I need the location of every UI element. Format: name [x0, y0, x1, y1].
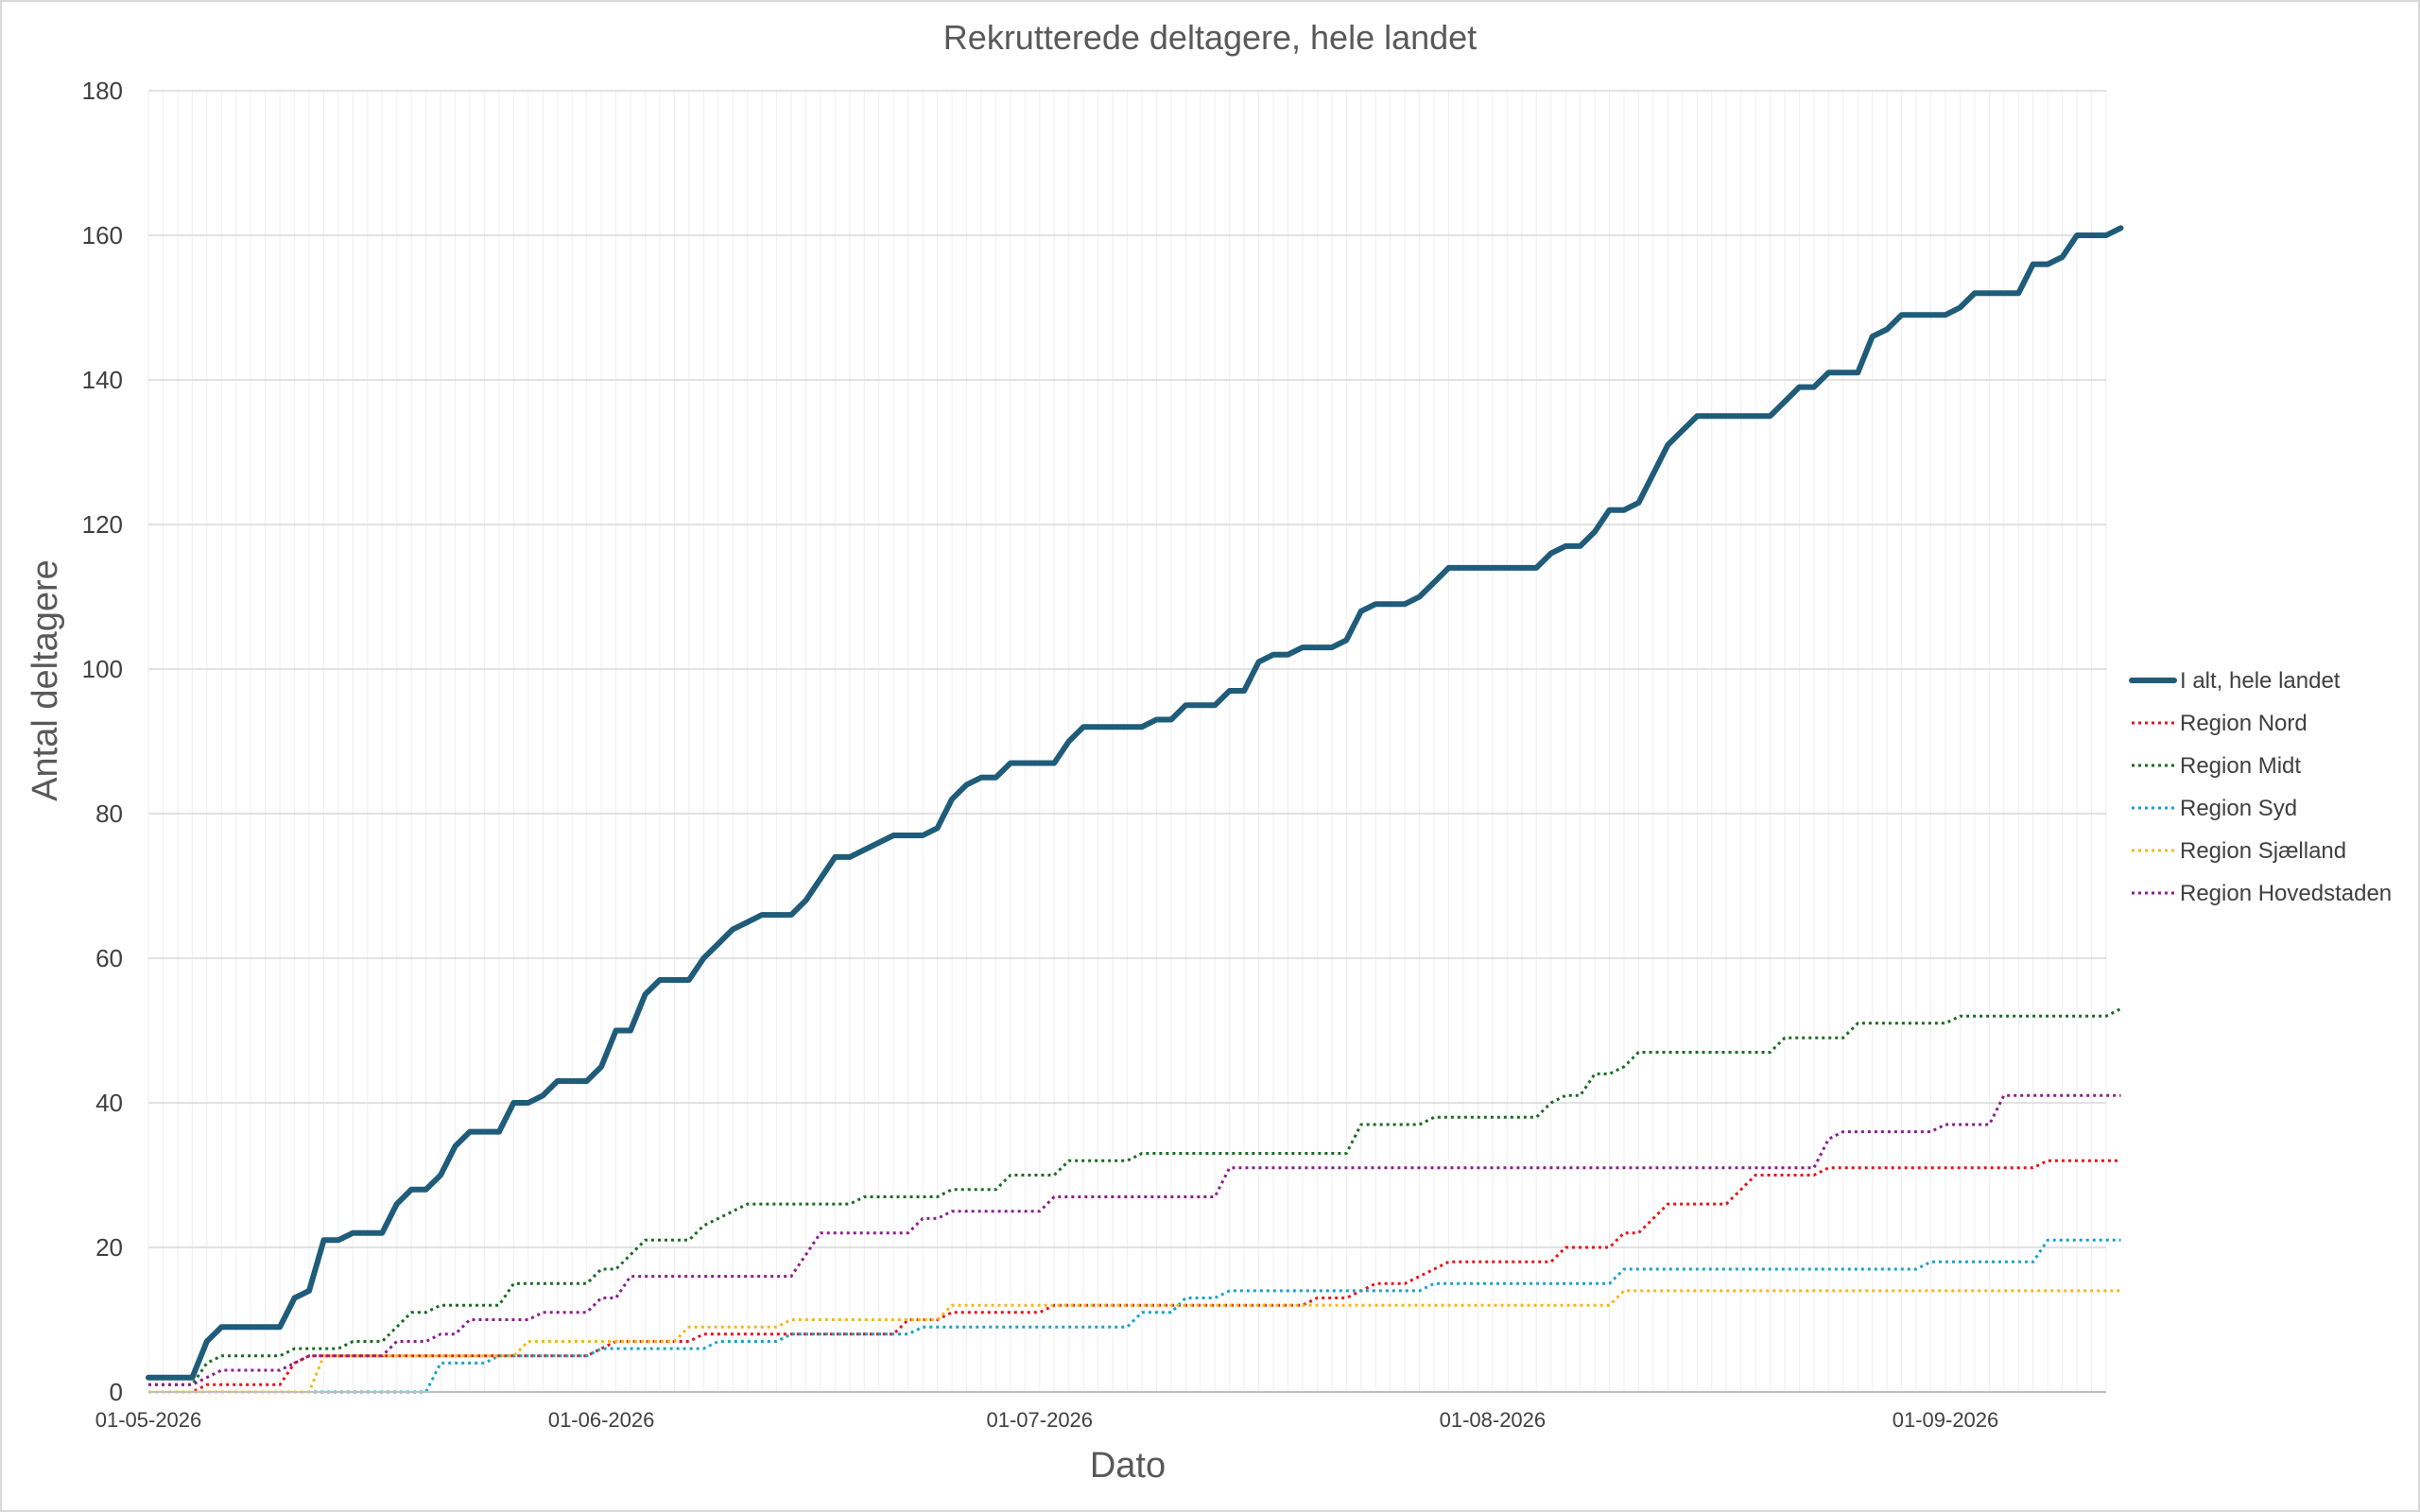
legend-label-i-alt-hele-landet: I alt, hele landet: [2180, 668, 2341, 694]
y-tick-label: 0: [110, 1378, 123, 1406]
y-tick-label: 80: [95, 799, 123, 828]
x-tick-label: 01-06-2026: [548, 1408, 655, 1432]
x-tick-label: 01-09-2026: [1893, 1408, 1999, 1432]
y-axis-title: Antal deltagere: [26, 559, 65, 801]
legend-label-region-nord: Region Nord: [2180, 711, 2308, 736]
y-tick-label: 180: [82, 77, 123, 105]
legend-label-region-hovedstaden: Region Hovedstaden: [2180, 881, 2392, 906]
series-line-region-hovedstaden: [148, 1093, 2121, 1386]
legend-label-region-midt: Region Midt: [2180, 753, 2301, 779]
y-tick-label: 20: [95, 1233, 123, 1262]
y-tick-label: 140: [82, 366, 123, 394]
series-line-region-syd: [148, 1238, 2121, 1394]
x-tick-label: 01-07-2026: [986, 1408, 1093, 1432]
x-tick-labels: 01-05-2026 01-06-2026 01-07-2026 01-08-2026…: [95, 1408, 1999, 1432]
series-layer: [146, 225, 2124, 1394]
y-tick-label: 100: [82, 655, 123, 683]
y-tick-label: 40: [95, 1089, 123, 1117]
series-line-i-alt-hele-landet: [146, 225, 2124, 1381]
major-grid: [148, 90, 2106, 1248]
y-tick-label: 160: [82, 221, 123, 249]
legend-label-region-sj-lland: Region Sjælland: [2180, 838, 2346, 864]
series-line-region-midt: [148, 1007, 2122, 1386]
legend: I alt, hele landet Region Nord Region Midt…: [2129, 668, 2392, 906]
y-tick-label: 60: [95, 944, 123, 972]
minor-grid: [147, 91, 2107, 1392]
x-tick-label: 01-08-2026: [1440, 1408, 1547, 1432]
series-line-region-sj-lland: [148, 1289, 2121, 1394]
x-tick-label: 01-05-2026: [95, 1408, 202, 1432]
chart-title: Rekrutterede deltagere, hele landet: [943, 18, 1477, 57]
x-axis-title: Dato: [1090, 1446, 1166, 1486]
legend-label-region-syd: Region Syd: [2180, 796, 2297, 821]
y-tick-label: 120: [82, 510, 123, 539]
y-tick-labels: 0 20 40 60 80 100 120 140 160 180: [82, 77, 123, 1406]
